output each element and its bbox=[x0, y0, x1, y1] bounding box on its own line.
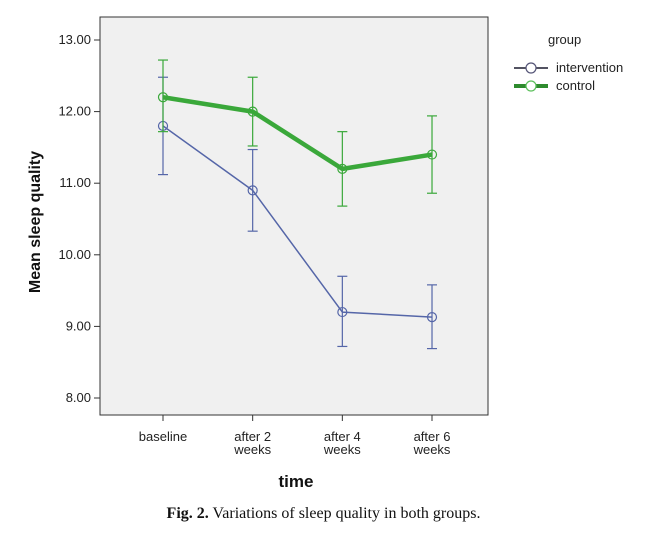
data-point bbox=[426, 311, 438, 323]
series-control bbox=[157, 59, 438, 207]
data-point bbox=[247, 185, 258, 196]
y-tick-label: 11.00 bbox=[59, 175, 91, 190]
x-tick-label: baseline bbox=[139, 429, 187, 444]
data-point bbox=[426, 149, 438, 160]
caption-label: Fig. 2. bbox=[166, 505, 209, 522]
x-axis-title: time bbox=[279, 472, 314, 491]
y-axis-title: Mean sleep quality bbox=[27, 151, 44, 293]
data-point bbox=[337, 163, 348, 174]
y-tick-label: 12.00 bbox=[58, 104, 91, 119]
legend-swatch-marker bbox=[525, 62, 537, 74]
series-layer bbox=[157, 59, 438, 350]
legend-label: control bbox=[556, 78, 595, 93]
data-point bbox=[157, 92, 169, 103]
y-tick-label: 13.00 bbox=[58, 32, 91, 47]
x-tick-label: weeks bbox=[233, 442, 271, 457]
legend: group intervention control bbox=[514, 32, 623, 93]
data-point bbox=[247, 106, 258, 117]
sleep-quality-chart: 8.00 9.00 10.00 11.00 12.00 13.00 baseline aft… bbox=[27, 16, 623, 491]
legend-label: intervention bbox=[556, 60, 623, 75]
x-tick-label: after 4 bbox=[324, 429, 361, 444]
figure-caption: Fig. 2. Variations of sleep quality in b… bbox=[0, 505, 647, 523]
data-point bbox=[337, 306, 348, 318]
series-intervention bbox=[157, 76, 438, 350]
x-tick-label: weeks bbox=[413, 442, 451, 457]
y-tick-label: 9.00 bbox=[66, 318, 91, 333]
plot-area bbox=[99, 16, 489, 416]
legend-title: group bbox=[548, 32, 581, 47]
y-axis: 8.00 9.00 10.00 11.00 12.00 13.00 bbox=[58, 32, 100, 405]
x-tick-label: after 2 bbox=[234, 429, 271, 444]
y-tick-label: 10.00 bbox=[58, 247, 91, 262]
caption-text: Variations of sleep quality in both grou… bbox=[212, 505, 481, 522]
series-line bbox=[162, 95, 433, 172]
series-line bbox=[162, 125, 433, 318]
x-tick-label: weeks bbox=[323, 442, 361, 457]
x-tick-label: after 6 bbox=[414, 429, 451, 444]
legend-swatch-marker bbox=[525, 80, 537, 92]
legend-items: intervention control bbox=[514, 60, 623, 93]
y-tick-label: 8.00 bbox=[66, 390, 91, 405]
